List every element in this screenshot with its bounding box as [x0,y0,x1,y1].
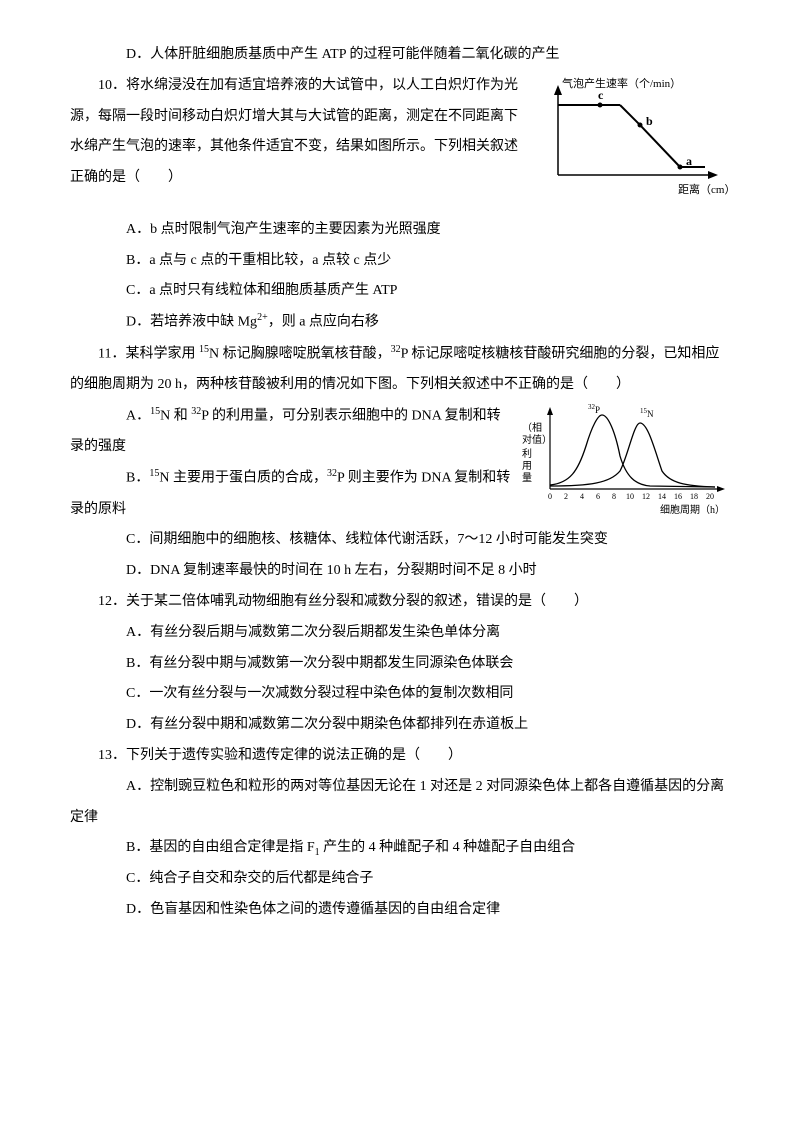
q11-p32-1: 32 [391,344,401,355]
q12-stem: 12．关于某二倍体哺乳动物细胞有丝分裂和减数分裂的叙述，错误的是（ ） [70,587,730,618]
question-13-block: 13．下列关于遗传实验和遗传定律的说法正确的是（ ） A．控制豌豆粒色和粒形的两… [70,741,730,926]
point-c-marker [598,102,603,107]
q11-b-p32: 32 [327,468,337,479]
q10-chart: 气泡产生速率（个/min） 距离（cm） c b a [530,75,730,215]
svg-text:20: 20 [706,492,714,501]
q11-xlabel: 细胞周期（h） [660,503,725,516]
q11-s1: 11．某科学家用 [98,346,199,361]
q11-a-n15: 15 [150,406,160,417]
q11-n15-label: 15N [640,407,654,419]
q11-option-c: C．间期细胞中的细胞核、核糖体、线粒体代谢活跃，7～12 小时可能发生突变 [70,525,730,556]
q11-option-d: D．DNA 复制速率最快的时间在 10 h 左右，分裂期时间不足 8 小时 [70,556,730,587]
q11-n15-1: 15 [199,344,209,355]
q13-option-c: C．纯合子自交和杂交的后代都是纯合子 [70,864,730,895]
q11-s2: N 标记胸腺嘧啶脱氧核苷酸， [209,346,391,361]
slope1 [620,105,640,125]
q11-curve-p32 [550,415,715,487]
y-arrow [554,85,562,95]
q11-yl1a: 利 [522,448,532,460]
q10-option-a: A．b 点时限制气泡产生速率的主要因素为光照强度 [70,215,730,246]
q11-yl3: 对值） [522,433,552,446]
q10-d-suffix: ，则 a 点应向右移 [268,315,379,330]
q11-b-1: B． [126,471,149,486]
question-11-block: 11．某科学家用 15N 标记胸腺嘧啶脱氧核苷酸，32P 标记尿嘧啶核糖核苷酸研… [70,339,730,587]
q12-option-a: A．有丝分裂后期与减数第二次分裂后期都发生染色单体分离 [70,618,730,649]
q13-option-b: B．基因的自由组合定律是指 F1 产生的 4 种雌配子和 4 种雄配子自由组合 [70,833,730,864]
svg-text:14: 14 [658,492,666,501]
q10-option-b: B．a 点与 c 点的干重相比较，a 点较 c 点少 [70,246,730,277]
q10-d-sup: 2+ [257,312,268,323]
point-c-label: c [598,88,604,102]
question-12-block: 12．关于某二倍体哺乳动物细胞有丝分裂和减数分裂的叙述，错误的是（ ） A．有丝… [70,587,730,741]
q11-yl2: （相 [522,421,542,434]
q11-p32-label: 32P [588,403,600,415]
svg-text:8: 8 [612,492,616,501]
x-arrow [708,171,718,179]
q11-xarrow [717,486,725,492]
svg-text:10: 10 [626,492,634,501]
q13-stem: 13．下列关于遗传实验和遗传定律的说法正确的是（ ） [70,741,730,772]
point-a-label: a [686,154,692,168]
q11-yarrow [547,407,553,415]
q9-option-d: D．人体肝脏细胞质基质中产生 ATP 的过程可能伴随着二氧化碳的产生 [70,40,730,71]
q13-b-prefix: B．基因的自由组合定律是指 F [126,840,315,855]
q11-yl1b: 用 [522,461,532,472]
q11-a-2: N 和 [160,409,191,424]
svg-text:12: 12 [642,492,650,501]
q11-ticks: 0 2 4 6 8 10 12 14 16 18 20 [548,492,714,501]
q12-option-c: C．一次有丝分裂与一次减数分裂过程中染色体的复制次数相同 [70,679,730,710]
q10-d-prefix: D．若培养液中缺 Mg [126,315,257,330]
q13-b-suffix: 产生的 4 种雌配子和 4 种雄配子自由组合 [320,840,576,855]
q10-option-d: D．若培养液中缺 Mg2+，则 a 点应向右移 [70,307,730,338]
svg-text:2: 2 [564,492,568,501]
svg-text:6: 6 [596,492,600,501]
point-b-label: b [646,114,653,128]
question-10-block: 气泡产生速率（个/min） 距离（cm） c b a 10．将水绵浸没在加有适宜… [70,71,730,339]
q13-option-a: A．控制豌豆粒色和粒形的两对等位基因无论在 1 对还是 2 对同源染色体上都各自… [70,772,730,834]
svg-text:18: 18 [690,492,698,501]
q11-a-1: A． [126,409,150,424]
q12-option-b: B．有丝分裂中期与减数第一次分裂中期都发生同源染色体联会 [70,649,730,680]
q11-a-p32: 32 [191,406,201,417]
q11-curve-n15 [550,423,715,487]
q11-chart: （相 对值） 利 用 量 32P 15N 0 2 4 6 8 [520,401,730,521]
q11-b-2: N 主要用于蛋白质的合成， [159,471,327,486]
q10-option-c: C．a 点时只有线粒体和细胞质基质产生 ATP [70,276,730,307]
q10-ylabel: 气泡产生速率（个/min） [562,76,681,90]
q10-xlabel: 距离（cm） [678,182,730,196]
svg-text:16: 16 [674,492,682,501]
q11-b-n15: 15 [149,468,159,479]
q11-stem: 11．某科学家用 15N 标记胸腺嘧啶脱氧核苷酸，32P 标记尿嘧啶核糖核苷酸研… [70,339,730,401]
svg-text:0: 0 [548,492,552,501]
q12-option-d: D．有丝分裂中期和减数第二次分裂中期染色体都排列在赤道板上 [70,710,730,741]
slope2 [640,125,680,167]
q11-yl1c: 量 [522,472,532,484]
svg-text:4: 4 [580,492,584,501]
q13-option-d: D．色盲基因和性染色体之间的遗传遵循基因的自由组合定律 [70,895,730,926]
